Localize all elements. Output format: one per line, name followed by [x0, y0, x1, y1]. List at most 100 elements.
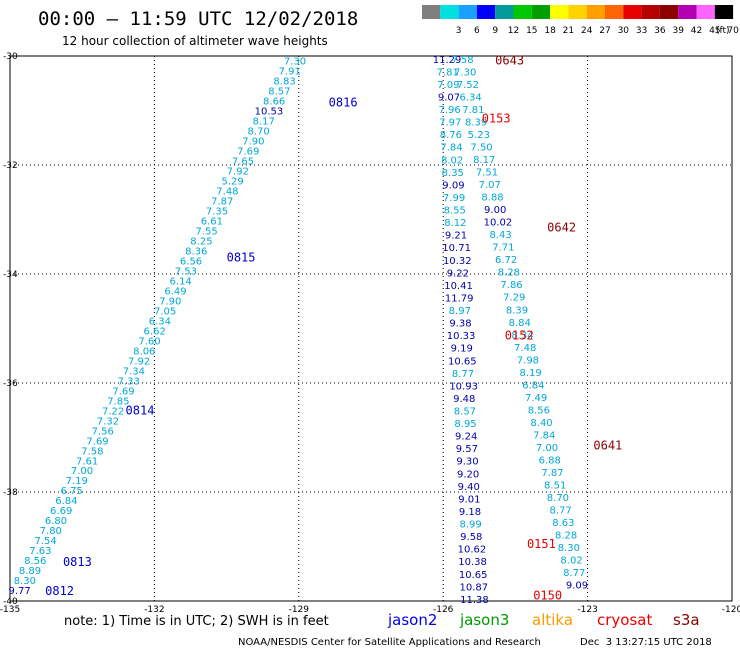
- wave-height-point: 7.97: [439, 118, 461, 129]
- wave-height-point: 5.23: [468, 130, 490, 141]
- wave-height-point: 8.34: [511, 330, 533, 341]
- wave-height-point: 7.85: [107, 396, 129, 407]
- wave-height-point: 6.61: [201, 216, 223, 227]
- color-scale-legend: 3 6 9 12 15 18 21 24 27 30 33 36 39 42 45 70(ft): [422, 5, 739, 36]
- wave-height-point: 7.00: [536, 443, 558, 454]
- wave-height-point: 7.29: [503, 293, 525, 304]
- pass-time-label: 0151: [527, 537, 556, 551]
- wave-height-point: 9.24: [455, 432, 477, 443]
- x-tick-label: -129: [289, 605, 310, 615]
- wave-height-point: 8.57: [268, 86, 290, 97]
- wave-height-point: 8.30: [14, 576, 36, 587]
- satellite-tracks: 7.307.918.838.578.6610.538.178.707.907.6…: [8, 55, 588, 606]
- wave-height-point: 7.65: [232, 156, 254, 167]
- wave-height-point: 6.62: [144, 326, 166, 337]
- wave-height-point: 9.09: [566, 581, 588, 592]
- color-scale-label: 18: [544, 26, 556, 36]
- y-tick-label: -32: [3, 161, 18, 171]
- wave-height-point: 7.92: [128, 356, 150, 367]
- track-sentinel-track-b: 7.587.307.526.347.818.395.237.508.177.51…: [451, 55, 588, 592]
- color-scale-label: 3: [456, 26, 462, 36]
- legend-jason3: jason3: [459, 611, 509, 629]
- wave-height-point: 7.99: [443, 193, 465, 204]
- wave-height-point: 8.99: [460, 520, 482, 531]
- wave-height-point: 8.28: [498, 268, 520, 279]
- x-tick-label: -126: [433, 605, 454, 615]
- wave-height-point: 10.93: [449, 381, 478, 392]
- wave-height-point: 7.30: [284, 56, 306, 67]
- color-scale-swatch: [605, 5, 624, 19]
- wave-height-point: 10.41: [444, 281, 473, 292]
- wave-height-point: 7.60: [138, 336, 160, 347]
- wave-height-point: 7.00: [71, 466, 93, 477]
- wave-height-point: 8.25: [190, 236, 212, 247]
- plot-area: [9, 55, 733, 602]
- wave-height-point: 10.38: [458, 557, 487, 568]
- wave-height-point: 7.58: [451, 55, 473, 66]
- wave-height-point: 8.77: [452, 369, 474, 380]
- wave-height-point: 9.77: [8, 586, 30, 597]
- color-scale-label: 42: [691, 26, 702, 36]
- color-scale-swatch: [531, 5, 551, 19]
- wave-height-point: 7.32: [97, 416, 119, 427]
- color-scale-label: 24: [581, 26, 593, 36]
- wave-height-point: 9.09: [442, 180, 464, 191]
- color-scale-label: 27: [599, 26, 610, 36]
- wave-height-point: 9.21: [445, 231, 467, 242]
- wave-height-point: 10.65: [459, 570, 488, 581]
- color-scale-swatch: [586, 5, 605, 19]
- color-scale-label: 30: [618, 26, 630, 36]
- wave-height-point: 8.83: [273, 76, 295, 87]
- y-tick-label: -36: [3, 379, 18, 389]
- wave-height-point: 6.69: [50, 506, 72, 517]
- wave-height-point: 8.97: [449, 306, 471, 317]
- wave-height-point: 7.91: [279, 66, 301, 77]
- wave-height-point: 7.35: [206, 206, 228, 217]
- wave-height-point: 10.65: [448, 356, 477, 367]
- wave-height-point: 7.84: [533, 430, 555, 441]
- wave-height-point: 10.33: [447, 331, 476, 342]
- footer-timestamp: Dec 3 13:27:15 UTC 2018: [580, 637, 712, 648]
- wave-height-point: 8.02: [560, 556, 582, 567]
- wave-height-point: 7.69: [237, 146, 259, 157]
- wave-height-point: 6.80: [45, 516, 67, 527]
- wave-height-point: 7.86: [500, 280, 522, 291]
- color-scale-swatch: [659, 5, 679, 19]
- wave-height-point: 9.20: [457, 469, 479, 480]
- wave-height-point: 10.62: [458, 545, 487, 556]
- wave-height-point: 8.89: [19, 566, 41, 577]
- wave-height-point: 8.70: [547, 493, 569, 504]
- color-scale-swatch: [422, 5, 441, 19]
- wave-height-point: 11.38: [460, 595, 489, 606]
- wave-height-point: 8.12: [444, 218, 466, 229]
- wave-height-point: 7.87: [541, 468, 563, 479]
- wave-height-point: 7.50: [470, 142, 492, 153]
- wave-height-point: 7.69: [112, 386, 134, 397]
- wave-height-point: 7.53: [175, 266, 197, 277]
- legend-altika: altika: [532, 611, 573, 629]
- color-scale-swatch: [714, 5, 734, 19]
- color-scale-label: 6: [474, 26, 480, 36]
- pass-time-label: 0641: [593, 439, 622, 453]
- wave-height-point: 8.30: [558, 543, 580, 554]
- color-scale-swatch: [568, 5, 587, 19]
- wave-height-point: 8.66: [263, 96, 285, 107]
- track-jason2: 7.307.918.838.578.6610.538.178.707.907.6…: [8, 56, 306, 597]
- color-scale-label: 21: [563, 26, 574, 36]
- pass-time-label: 0813: [63, 555, 92, 569]
- pass-time-label: 0152: [505, 329, 534, 343]
- wave-height-point: 7.51: [476, 168, 498, 179]
- x-tick-label: -135: [0, 605, 20, 615]
- wave-height-point: 7.55: [196, 226, 218, 237]
- wave-height-point: 8.39: [465, 117, 487, 128]
- wave-height-point: 8.02: [441, 155, 463, 166]
- wave-height-point: 7.56: [92, 426, 114, 437]
- wave-height-point: 7.09: [437, 80, 459, 91]
- y-tick-label: -40: [3, 597, 18, 607]
- wave-height-point: 7.19: [66, 476, 88, 487]
- wave-height-point: 7.71: [492, 243, 514, 254]
- wave-height-point: 7.54: [34, 536, 56, 547]
- y-tick-label: -34: [3, 270, 18, 280]
- wave-height-point: 8.95: [454, 419, 476, 430]
